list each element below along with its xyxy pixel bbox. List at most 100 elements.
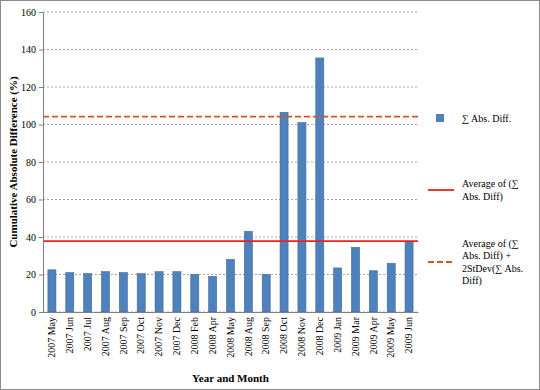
bar [173, 272, 181, 312]
tick: 2007 Aug [100, 312, 111, 356]
reference-line [43, 240, 418, 242]
tick-label: 80 [26, 157, 36, 168]
legend-label: ∑ Abs. Diff. [462, 113, 511, 124]
tick-mark [39, 125, 43, 126]
tick-label: 2009 Jan [332, 317, 343, 353]
tick-label: 2007 Nov [153, 317, 164, 357]
tick-label: 2007 Jul [82, 317, 93, 351]
bar [244, 231, 252, 312]
bar [387, 263, 395, 312]
tick: 2009 Apr [368, 312, 379, 355]
tick-label: 2008 Oct [278, 317, 289, 354]
tick: 2007 Jun [64, 312, 75, 353]
tick: 2008 Apr [207, 312, 218, 355]
tick: 2007 Sep [118, 312, 129, 355]
tick-label: 160 [21, 7, 36, 18]
tick-label: 2008 Aug [243, 317, 254, 356]
reference-line [43, 116, 418, 118]
tick: 120 [21, 82, 43, 93]
tick-mark [39, 237, 43, 238]
bar [280, 112, 288, 312]
tick: 100 [21, 119, 43, 130]
tick-label: 2007 Jun [64, 317, 75, 353]
legend-symbol [428, 189, 454, 191]
grid-line [43, 162, 418, 163]
grid-line [43, 49, 418, 50]
chart: 0204060801001201401602007 May2007 Jun200… [0, 0, 540, 390]
tick-mark [39, 312, 43, 313]
tick-mark [39, 162, 43, 163]
tick: 2008 Nov [296, 312, 307, 357]
tick-label: 2007 May [46, 317, 57, 358]
legend-label: Average of (∑Abs. Diff) +2StDev(∑ Abs.Di… [462, 238, 523, 288]
tick: 2008 Feb [189, 312, 200, 355]
bar [334, 268, 342, 312]
tick: 0 [31, 307, 43, 318]
tick-label: 2009 Apr [368, 316, 379, 354]
tick: 80 [26, 157, 43, 168]
tick-label: 0 [31, 307, 36, 318]
tick: 20 [26, 269, 43, 280]
legend-item: Average of (∑Abs. Diff) +2StDev(∑ Abs.Di… [428, 238, 523, 288]
legend-label: Average of (∑Abs. Diff) [462, 178, 519, 203]
tick-label: 2007 Oct [135, 317, 146, 354]
tick: 2007 Oct [135, 312, 146, 354]
axis-line [44, 312, 419, 313]
tick-mark [39, 12, 43, 13]
legend-item: ∑ Abs. Diff. [436, 113, 511, 124]
bar [298, 123, 306, 312]
tick: 2009 May [385, 312, 396, 358]
tick-label: 2008 Sep [260, 317, 271, 355]
tick: 160 [21, 7, 43, 18]
grid-line [43, 12, 418, 13]
tick-label: 2009 May [385, 317, 396, 358]
tick-label: 2007 Sep [118, 317, 129, 355]
legend-item: Average of (∑Abs. Diff) [428, 178, 519, 203]
bar [369, 271, 377, 312]
tick-label: 2007 Aug [100, 317, 111, 356]
tick-label: 2007 Dec [171, 316, 182, 355]
bar [209, 276, 217, 312]
grid-line [43, 124, 418, 125]
y-axis: 0 20 40 60 80 100 120 140 160 [21, 7, 44, 318]
tick-label: 2009 Jun [403, 317, 414, 353]
tick: 2007 Nov [153, 312, 164, 357]
bar [101, 272, 109, 312]
tick: 2007 Dec [171, 312, 182, 356]
tick: 140 [21, 44, 43, 55]
tick-label: 2008 Dec [314, 316, 325, 355]
bar [262, 275, 270, 313]
tick-label: 2008 Nov [296, 317, 307, 357]
tick-label: 40 [26, 232, 36, 243]
tick: 2008 May [225, 312, 236, 358]
chart-frame [1, 1, 540, 390]
bar [48, 270, 56, 312]
tick-label: 20 [26, 269, 36, 280]
legend-symbol [428, 261, 454, 263]
tick: 2007 May [46, 312, 57, 358]
bar [405, 242, 413, 312]
axis-line [39, 13, 44, 313]
bar [351, 247, 359, 312]
tick: 2007 Jul [82, 312, 93, 351]
grid-line [43, 199, 418, 200]
tick-mark [39, 275, 43, 276]
tick: 2009 Mar [350, 312, 361, 356]
grid [43, 12, 418, 312]
tick: 2008 Oct [278, 312, 289, 354]
x-axis: 2007 May 2007 Jun 2007 Jul 2007 Aug 2007 Sep… [44, 312, 419, 358]
tick-label: 2009 Mar [350, 316, 361, 356]
grid-line [43, 237, 418, 238]
marks [43, 58, 418, 312]
tick-label: 60 [26, 194, 36, 205]
grid-line [43, 87, 418, 88]
tick-mark [39, 200, 43, 201]
legend-symbol [436, 114, 444, 122]
tick: 2009 Jan [332, 312, 343, 353]
bar [119, 273, 127, 312]
bar [84, 274, 92, 312]
bar [66, 273, 74, 312]
tick: 60 [26, 194, 43, 205]
tick: 2008 Sep [260, 312, 271, 355]
bar [191, 275, 199, 313]
